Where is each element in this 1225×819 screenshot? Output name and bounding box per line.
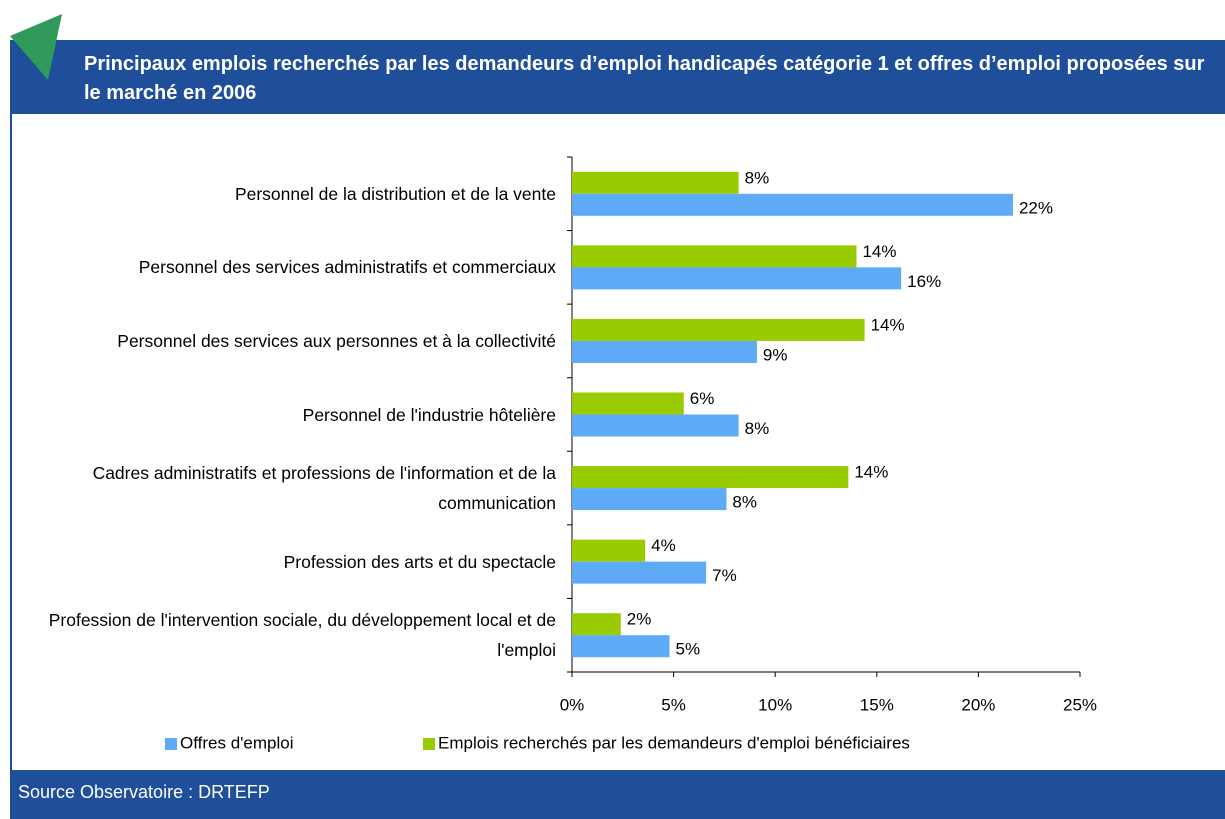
value-label: 8% [732,493,757,512]
bar [572,318,865,341]
bar [572,635,670,658]
bar [572,392,684,415]
value-label: 4% [651,536,676,555]
chart-title: Principaux emplois recherchés par les de… [84,53,1205,104]
bar [572,414,739,437]
corner-triangle [10,14,62,80]
category-label: Personnel des services administratifs et… [138,257,556,278]
x-tick-label: 0% [560,695,585,714]
x-tick-label: 5% [661,695,686,714]
bar [572,340,757,363]
value-label: 7% [712,566,737,585]
bar [572,488,727,511]
category-label: Profession de l'intervention sociale, du… [48,610,556,661]
legend-label: Emplois recherchés par les demandeurs d'… [438,733,910,752]
value-label: 14% [854,463,888,482]
bar [572,539,646,562]
value-label: 8% [745,168,770,187]
x-tick-label: 10% [758,695,792,714]
value-label: 9% [763,345,788,364]
footer-bar [10,770,1225,819]
value-label: 5% [676,640,701,659]
bar [572,561,707,584]
bar [572,245,857,268]
value-label: 8% [745,419,770,438]
value-label: 6% [690,389,715,408]
legend-label: Offres d'emploi [180,733,293,752]
bar [572,267,902,290]
legend-swatch [165,738,177,750]
value-label: 16% [907,272,941,291]
category-label: Cadres administratifs et professions de … [92,463,556,514]
category-label: Personnel de la distribution et de la ve… [234,183,556,204]
value-label: 22% [1019,198,1053,217]
value-label: 2% [627,610,652,629]
x-tick-label: 25% [1063,695,1097,714]
category-label: Personnel de l'industrie hôtelière [302,404,556,425]
category-label: Personnel des services aux personnes et … [117,330,556,351]
bar [572,171,739,194]
legend-swatch [423,738,435,750]
bar [572,613,621,636]
value-label: 14% [862,242,896,261]
left-border [10,114,12,770]
title-bar [10,40,1225,114]
bar [572,193,1013,216]
x-tick-label: 15% [860,695,894,714]
bar [572,466,849,489]
source: Source Observatoire : DRTEFP [18,782,270,802]
value-label: 14% [871,315,905,334]
x-tick-label: 20% [961,695,995,714]
category-label: Profession des arts et du spectacle [283,551,556,572]
